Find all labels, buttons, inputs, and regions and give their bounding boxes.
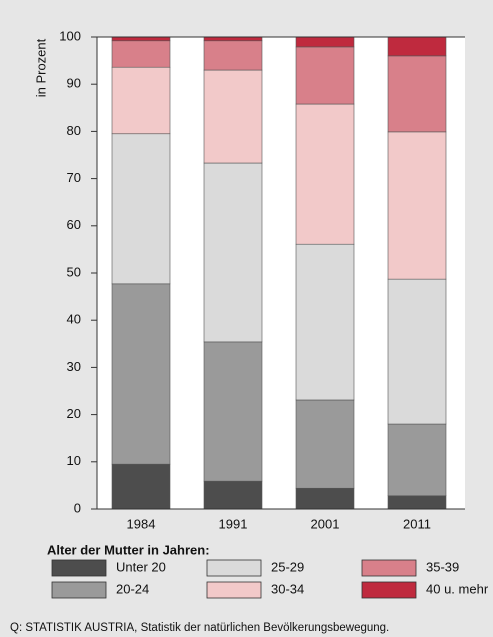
bar-segment	[111, 133, 171, 285]
y-tick-label: 50	[67, 264, 81, 279]
bar-segment	[295, 243, 355, 401]
bar-segment	[295, 487, 355, 510]
y-axis-label: in Prozent	[33, 38, 48, 97]
x-tick-label: 1984	[127, 516, 156, 531]
bar-segment	[295, 103, 355, 245]
x-tick-label: 2001	[311, 516, 340, 531]
y-tick-label: 20	[67, 406, 81, 421]
bar-segment	[203, 162, 263, 343]
legend-swatch	[51, 581, 107, 599]
bar-segment	[203, 40, 263, 71]
bar-segment	[203, 36, 263, 42]
bar-segment	[203, 341, 263, 482]
bar-segment	[295, 36, 355, 48]
y-tick-label: 100	[59, 28, 81, 43]
bar-segment	[295, 399, 355, 489]
bar-segment	[203, 480, 263, 510]
y-tick-label: 70	[67, 170, 81, 185]
legend-label: 35-39	[426, 559, 459, 574]
y-tick-label: 80	[67, 123, 81, 138]
y-tick-label: 10	[67, 453, 81, 468]
bar-segment	[387, 36, 447, 57]
legend-label: 40 u. mehr	[426, 581, 489, 596]
y-tick-label: 40	[67, 312, 81, 327]
legend-swatch	[361, 581, 417, 599]
bar-segment	[387, 278, 447, 425]
bar-segment	[111, 36, 171, 42]
legend-swatch	[361, 559, 417, 577]
bar-segment	[387, 495, 447, 510]
bar-segment	[387, 131, 447, 280]
bar-segment	[387, 55, 447, 133]
y-tick-label: 0	[74, 500, 81, 515]
bar-segment	[295, 46, 355, 105]
legend-label: Unter 20	[116, 559, 166, 574]
legend-label: 20-24	[116, 581, 149, 596]
legend-swatch	[51, 559, 107, 577]
bar-segment	[387, 423, 447, 497]
x-tick-label: 2011	[403, 516, 431, 531]
bar-segment	[111, 40, 171, 68]
bar-segment	[111, 463, 171, 510]
bar-segment	[203, 69, 263, 164]
legend-label: 25-29	[271, 559, 304, 574]
bar-segment	[111, 283, 171, 465]
legend-title: Alter der Mutter in Jahren:	[47, 542, 210, 557]
legend-label: 30-34	[271, 581, 304, 596]
source: Q: STATISTIK AUSTRIA, Statistik der natü…	[10, 622, 389, 634]
bar-segment	[111, 66, 171, 135]
y-tick-label: 30	[67, 359, 81, 374]
y-tick-label: 60	[67, 217, 81, 232]
y-tick-label: 90	[67, 76, 81, 91]
legend-swatch	[206, 581, 262, 599]
x-tick-label: 1991	[219, 516, 248, 531]
legend-swatch	[206, 559, 262, 577]
